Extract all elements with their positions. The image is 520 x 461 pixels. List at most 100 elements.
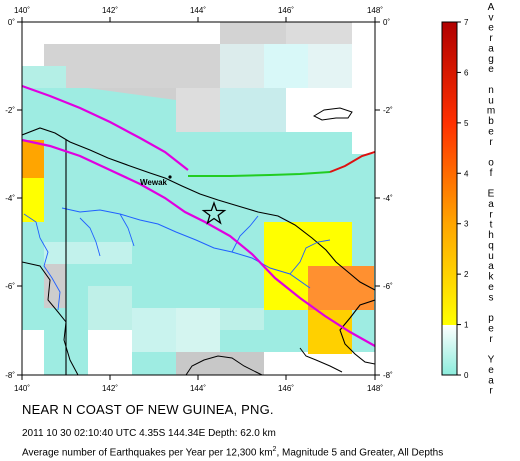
legend-title-letter: u bbox=[488, 251, 494, 262]
legend-title-letter: f bbox=[490, 168, 493, 179]
coastline bbox=[22, 127, 375, 291]
rate-cell bbox=[22, 178, 44, 222]
lon-tick-label: 144˚ bbox=[190, 384, 206, 393]
lat-tick-label: -8˚ bbox=[383, 371, 393, 380]
lat-tick-label: -4˚ bbox=[5, 194, 15, 203]
legend-title-letter: A bbox=[488, 2, 495, 13]
legend-title-letter: e bbox=[488, 365, 494, 376]
legend-title-letter: k bbox=[489, 272, 495, 283]
rate-cell bbox=[264, 222, 352, 266]
lat-tick-label: -4˚ bbox=[383, 194, 393, 203]
legend-title-letter: h bbox=[488, 230, 494, 241]
rate-cell bbox=[22, 66, 66, 88]
rate-cell bbox=[44, 242, 132, 264]
river bbox=[61, 207, 311, 289]
legend-title-letter: a bbox=[488, 199, 494, 210]
plate-boundary bbox=[22, 138, 375, 347]
legend-title-letter: r bbox=[489, 386, 493, 397]
river bbox=[39, 237, 61, 311]
legend-title-letter: g bbox=[488, 54, 494, 65]
legend-title-letter: r bbox=[489, 33, 493, 44]
lon-tick-label: 146˚ bbox=[278, 6, 294, 15]
star-icon bbox=[201, 201, 227, 225]
lat-tick-label: -2˚ bbox=[383, 106, 393, 115]
lon-tick-label: 140˚ bbox=[14, 6, 30, 15]
rate-cell bbox=[220, 44, 264, 88]
legend-tick-label: 1 bbox=[464, 321, 469, 330]
legend-title-letter: r bbox=[489, 137, 493, 148]
map-description-text: Average number of Earthquakes per Year p… bbox=[22, 447, 273, 459]
legend-title-letter: r bbox=[489, 334, 493, 345]
map-description-text-end: , Magnitude 5 and Greater, All Depths bbox=[276, 447, 444, 459]
lat-tick-label: -2˚ bbox=[5, 106, 15, 115]
island-coastline bbox=[312, 107, 353, 121]
legend-title-letter: o bbox=[488, 158, 494, 169]
legend-ticks: 0 1 2 3 4 5 6 7 bbox=[457, 18, 469, 380]
legend-tick-label: 3 bbox=[464, 220, 469, 229]
rate-cell bbox=[286, 22, 352, 44]
rate-cell bbox=[176, 88, 220, 132]
legend-title-letter: b bbox=[488, 116, 494, 127]
legend-title-letter: e bbox=[488, 23, 494, 34]
rate-cell bbox=[264, 352, 375, 375]
legend-tick-label: 5 bbox=[464, 119, 469, 128]
legend-title-letter: a bbox=[488, 375, 494, 386]
legend-tick-label: 0 bbox=[464, 371, 469, 380]
legend-title-letter: s bbox=[489, 292, 494, 303]
lon-tick-label: 140˚ bbox=[14, 384, 30, 393]
lat-tick-label: 0˚ bbox=[383, 18, 390, 27]
island-coastline bbox=[185, 355, 263, 375]
legend-tick-label: 6 bbox=[464, 68, 469, 77]
legend-title-letter: a bbox=[488, 261, 494, 272]
lat-tick-label: -6˚ bbox=[383, 282, 393, 291]
legend-tick-label: 7 bbox=[464, 18, 469, 27]
rate-cell bbox=[88, 286, 132, 330]
rate-cell bbox=[264, 44, 308, 88]
legend-title-letter: v bbox=[489, 12, 494, 23]
legend-title-letter: q bbox=[488, 240, 494, 251]
lon-tick-label: 148˚ bbox=[367, 384, 383, 393]
legend-title-letter: u bbox=[488, 95, 494, 106]
river bbox=[119, 213, 135, 247]
rate-cell bbox=[308, 310, 352, 354]
map-panel: Wewak bbox=[21, 21, 376, 376]
event-details: 2011 10 30 02:10:40 UTC 4.35S 144.34E De… bbox=[22, 428, 276, 439]
river bbox=[79, 217, 101, 257]
fault-line bbox=[188, 171, 331, 177]
legend-title-letter: e bbox=[488, 64, 494, 75]
rate-cell bbox=[220, 308, 264, 330]
legend-title-letter: n bbox=[488, 85, 494, 96]
legend-title-letter: E bbox=[488, 189, 495, 200]
legend-title-letter: a bbox=[488, 43, 494, 54]
region-title: NEAR N COAST OF NEW GUINEA, PNG. bbox=[22, 402, 274, 417]
legend-title-letter: r bbox=[489, 209, 493, 220]
town-label: Wewak bbox=[140, 178, 168, 187]
river bbox=[231, 215, 259, 253]
lat-tick-label: -6˚ bbox=[5, 282, 15, 291]
plate-boundary bbox=[22, 84, 189, 171]
lon-tick-label: 142˚ bbox=[102, 6, 118, 15]
legend-title-letter: Y bbox=[488, 355, 495, 366]
river bbox=[289, 239, 331, 275]
coastline bbox=[339, 299, 375, 365]
legend-colorbar bbox=[442, 22, 457, 376]
rate-cell bbox=[220, 88, 286, 132]
rate-cell bbox=[88, 330, 132, 375]
coastline bbox=[22, 261, 79, 375]
fault-line bbox=[329, 151, 375, 173]
lat-tick-label: -8˚ bbox=[5, 371, 15, 380]
legend-tick-label: 4 bbox=[464, 169, 469, 178]
town-marker bbox=[168, 175, 172, 179]
rate-cell bbox=[22, 330, 44, 375]
lat-tick-label: 0˚ bbox=[8, 18, 15, 27]
river bbox=[23, 213, 41, 239]
rate-cell bbox=[132, 308, 176, 352]
legend-title-letter: e bbox=[488, 126, 494, 137]
lon-tick-label: 142˚ bbox=[102, 384, 118, 393]
map-description-superscript: 2 bbox=[272, 446, 277, 453]
rate-cell bbox=[176, 352, 264, 375]
lon-tick-label: 148˚ bbox=[367, 6, 383, 15]
